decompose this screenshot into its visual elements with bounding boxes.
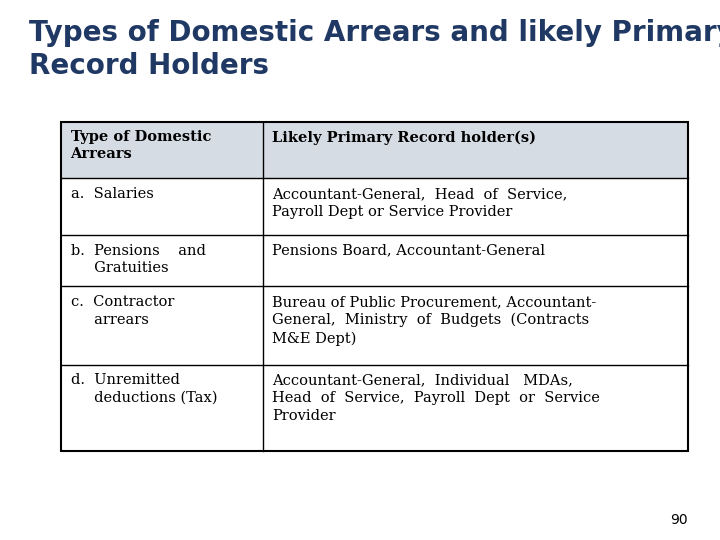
Text: Types of Domestic Arrears and likely Primary
Record Holders: Types of Domestic Arrears and likely Pri… <box>29 19 720 80</box>
Text: a.  Salaries: a. Salaries <box>71 187 153 201</box>
Text: 90: 90 <box>670 512 688 526</box>
Text: Accountant-General,  Head  of  Service,
Payroll Dept or Service Provider: Accountant-General, Head of Service, Pay… <box>272 187 567 219</box>
Text: d.  Unremitted
     deductions (Tax): d. Unremitted deductions (Tax) <box>71 373 217 405</box>
Text: Pensions Board, Accountant-General: Pensions Board, Accountant-General <box>272 244 545 258</box>
Text: Accountant-General,  Individual   MDAs,
Head  of  Service,  Payroll  Dept  or  S: Accountant-General, Individual MDAs, Hea… <box>272 373 600 423</box>
Text: b.  Pensions    and
     Gratuities: b. Pensions and Gratuities <box>71 244 205 275</box>
Text: Likely Primary Record holder(s): Likely Primary Record holder(s) <box>272 130 536 145</box>
Text: Type of Domestic
Arrears: Type of Domestic Arrears <box>71 130 211 161</box>
Text: c.  Contractor
     arrears: c. Contractor arrears <box>71 295 174 327</box>
Text: Bureau of Public Procurement, Accountant-
General,  Ministry  of  Budgets  (Cont: Bureau of Public Procurement, Accountant… <box>272 295 596 346</box>
